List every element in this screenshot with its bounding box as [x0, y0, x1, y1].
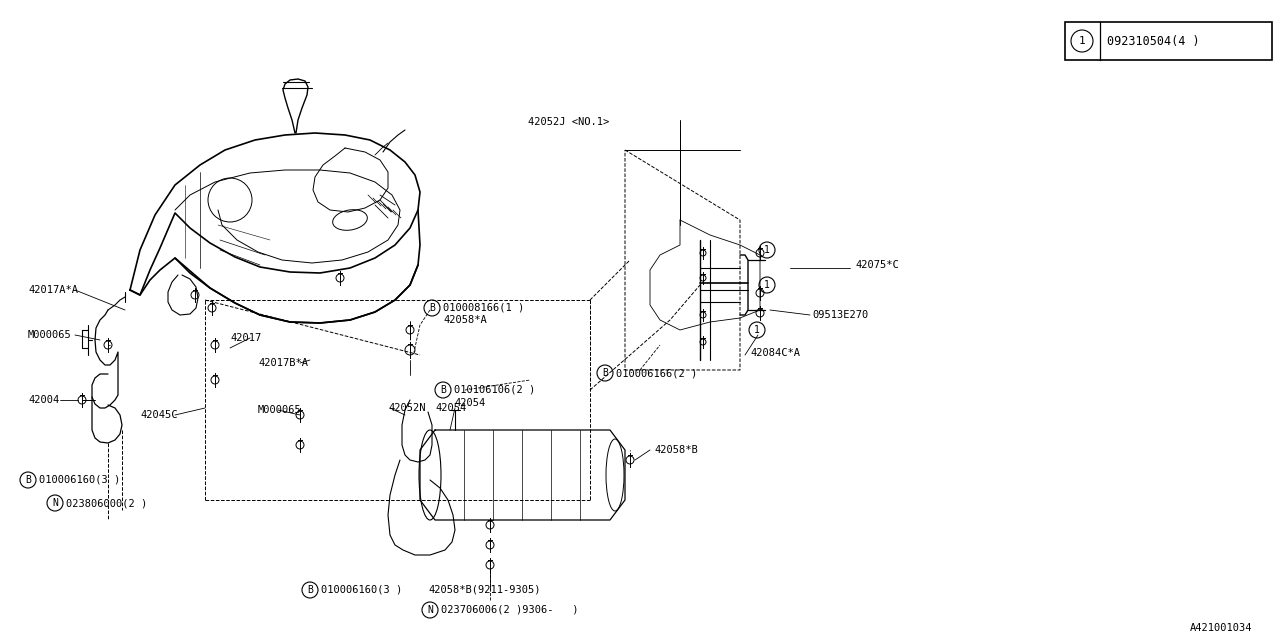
Text: B: B	[307, 585, 312, 595]
Text: M000065: M000065	[259, 405, 302, 415]
Text: 42052N: 42052N	[388, 403, 425, 413]
Text: 010006160(3 ): 010006160(3 )	[321, 585, 402, 595]
Text: 42052J <NO.1>: 42052J <NO.1>	[529, 117, 609, 127]
Text: 09513E270: 09513E270	[812, 310, 868, 320]
Text: 42084C*A: 42084C*A	[750, 348, 800, 358]
Text: 010006166(2 ): 010006166(2 )	[616, 368, 698, 378]
Text: 42075*C: 42075*C	[855, 260, 899, 270]
Text: A421001034: A421001034	[1190, 623, 1253, 633]
Text: 023806000(2 ): 023806000(2 )	[67, 498, 147, 508]
Text: 010006160(3 ): 010006160(3 )	[38, 475, 120, 485]
Text: 1: 1	[1079, 36, 1085, 46]
Text: 1: 1	[764, 280, 771, 290]
Text: 1: 1	[754, 325, 760, 335]
Text: B: B	[429, 303, 435, 313]
Text: 42058*A: 42058*A	[443, 315, 486, 325]
Text: B: B	[26, 475, 31, 485]
Text: 42017: 42017	[230, 333, 261, 343]
Text: N: N	[52, 498, 58, 508]
Text: N: N	[428, 605, 433, 615]
Text: M000065: M000065	[28, 330, 72, 340]
Text: B: B	[440, 385, 445, 395]
Text: 42017A*A: 42017A*A	[28, 285, 78, 295]
Text: 42045C: 42045C	[140, 410, 178, 420]
Text: 42017B*A: 42017B*A	[259, 358, 308, 368]
Text: B: B	[602, 368, 608, 378]
Text: 092310504(4 ): 092310504(4 )	[1107, 35, 1199, 47]
Text: 42054: 42054	[435, 403, 466, 413]
Text: 42004: 42004	[28, 395, 59, 405]
Text: 42054: 42054	[454, 398, 485, 408]
Text: 42058*B(9211-9305): 42058*B(9211-9305)	[428, 585, 540, 595]
Text: 1: 1	[764, 245, 771, 255]
Text: 42058*B: 42058*B	[654, 445, 698, 455]
Text: 023706006(2 )9306-   ): 023706006(2 )9306- )	[442, 605, 579, 615]
Text: 010106106(2 ): 010106106(2 )	[454, 385, 535, 395]
Text: 010008166(1 ): 010008166(1 )	[443, 303, 525, 313]
